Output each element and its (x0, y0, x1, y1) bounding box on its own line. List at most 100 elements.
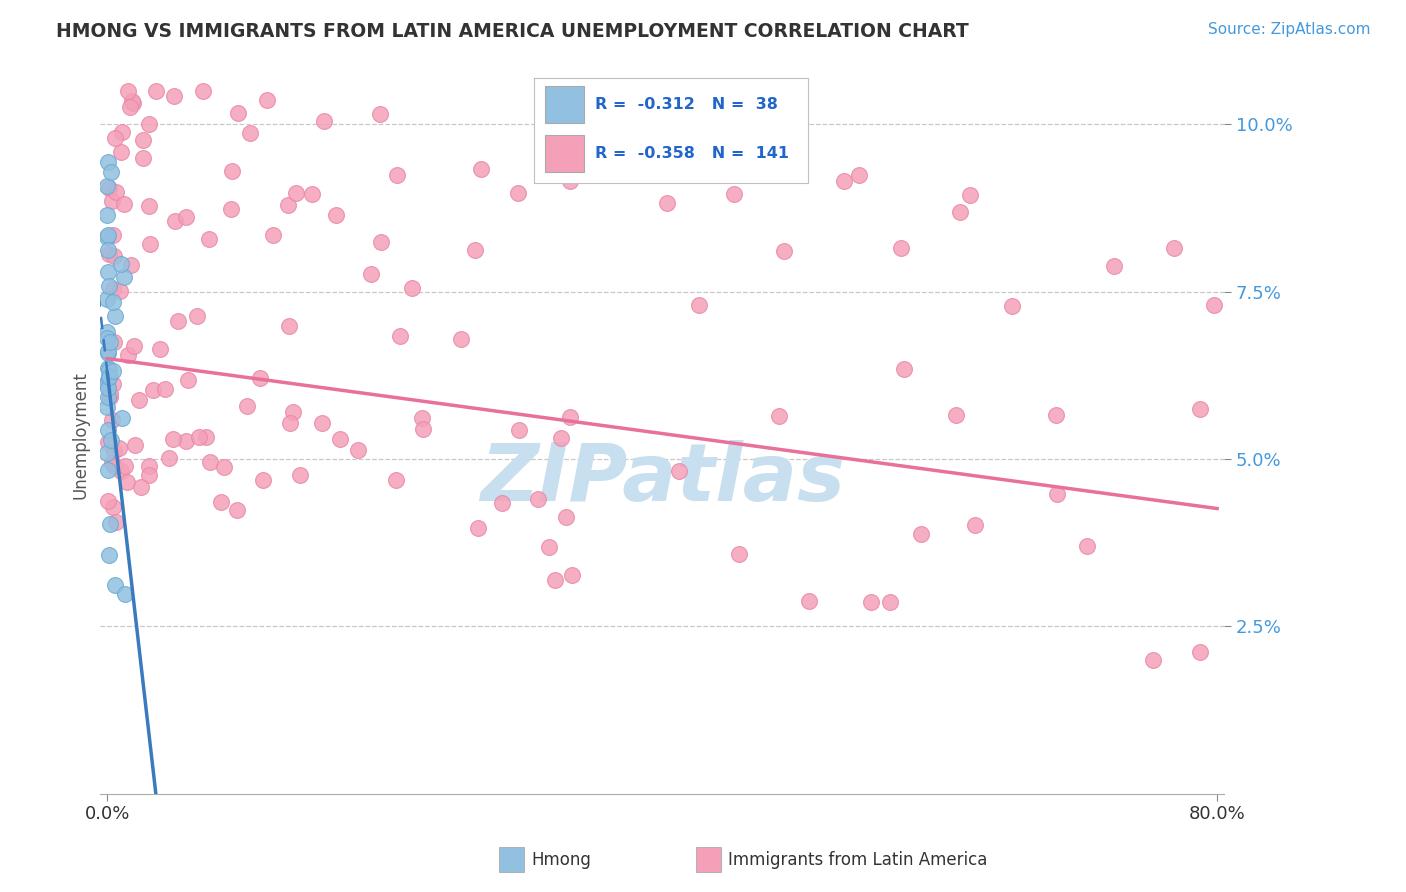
Point (329, 432, 352, 446)
Point (97, 345, 120, 359)
Point (101, 194, 124, 209)
Point (859, 595, 882, 609)
Point (385, 168, 408, 182)
Point (668, 464, 690, 478)
Point (103, 334, 125, 349)
Text: R =  -0.312   N =  38: R = -0.312 N = 38 (595, 97, 778, 112)
Point (554, 509, 576, 524)
Point (412, 422, 434, 436)
Point (162, 432, 184, 446)
Text: Source: ZipAtlas.com: Source: ZipAtlas.com (1208, 22, 1371, 37)
Point (122, 339, 145, 353)
Point (110, 463, 132, 477)
Point (97, 370, 120, 384)
Point (688, 297, 710, 311)
Point (96, 446, 118, 460)
Point (138, 117, 160, 131)
Point (727, 547, 749, 561)
Point (114, 587, 136, 601)
Point (239, 126, 262, 140)
Point (96, 400, 118, 414)
Point (122, 95, 145, 110)
Point (98, 548, 121, 562)
Point (1142, 652, 1164, 666)
Point (97, 227, 120, 242)
Point (467, 521, 489, 535)
Point (949, 205, 972, 219)
Point (103, 458, 125, 473)
Point (157, 450, 180, 465)
Point (200, 455, 222, 469)
Point (209, 495, 232, 509)
Point (104, 309, 127, 323)
Point (558, 174, 581, 188)
Point (799, 593, 821, 607)
Point (98, 246, 121, 260)
Point (111, 125, 134, 139)
Point (100, 413, 122, 427)
Point (108, 284, 131, 298)
Point (142, 383, 165, 397)
Point (538, 541, 561, 555)
FancyBboxPatch shape (546, 136, 583, 172)
Point (312, 114, 335, 128)
Point (100, 164, 122, 178)
Point (723, 187, 745, 202)
Point (96, 378, 118, 392)
Point (96, 292, 118, 306)
Point (301, 186, 323, 201)
Point (910, 527, 932, 541)
Point (965, 518, 987, 533)
Point (561, 568, 583, 582)
Point (848, 168, 870, 182)
Point (107, 441, 129, 455)
Point (325, 208, 347, 222)
Point (252, 473, 274, 487)
Point (97, 463, 120, 477)
Point (98, 387, 121, 401)
Point (464, 243, 486, 257)
Point (97, 154, 120, 169)
Point (1189, 401, 1212, 416)
Point (226, 106, 249, 120)
Point (288, 467, 311, 482)
Point (174, 434, 197, 449)
Point (97, 243, 120, 257)
Point (139, 237, 162, 252)
Point (1076, 539, 1098, 553)
Text: Immigrants from Latin America: Immigrants from Latin America (728, 851, 987, 869)
Point (117, 475, 139, 489)
Point (100, 456, 122, 470)
Point (128, 392, 150, 407)
Point (221, 202, 243, 216)
Point (97, 434, 120, 449)
Point (1163, 241, 1185, 255)
Point (121, 95, 143, 109)
Text: R =  -0.358   N =  141: R = -0.358 N = 141 (595, 146, 789, 161)
Point (117, 84, 139, 98)
Point (155, 382, 177, 396)
Point (112, 270, 135, 285)
Point (773, 244, 796, 258)
Point (110, 145, 132, 160)
Point (96, 331, 118, 345)
Point (256, 93, 278, 107)
Point (114, 459, 136, 474)
Point (103, 444, 125, 458)
Point (96, 494, 118, 508)
Point (96, 229, 118, 244)
Point (98, 516, 121, 531)
Point (221, 164, 243, 178)
Point (120, 258, 142, 272)
Point (655, 196, 678, 211)
Point (1102, 260, 1125, 274)
Point (388, 329, 411, 343)
Point (832, 174, 855, 188)
Point (544, 573, 567, 587)
Point (138, 468, 160, 483)
Point (101, 500, 124, 515)
Point (311, 416, 333, 430)
Point (103, 249, 125, 263)
Point (508, 423, 530, 437)
Point (278, 416, 301, 430)
